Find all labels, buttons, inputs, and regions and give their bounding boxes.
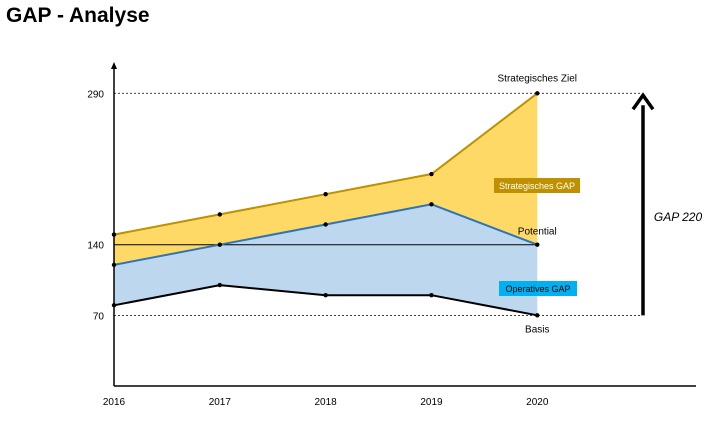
y-axis-arrowhead (111, 62, 117, 69)
operative-gap-label: Operatives GAP (505, 284, 570, 294)
x-tick-label: 2019 (420, 397, 443, 408)
x-tick-label: 2018 (315, 397, 338, 408)
total-gap-label: GAP 220 (654, 210, 703, 224)
data-point-potential (429, 202, 434, 207)
x-tick-label: 2020 (526, 397, 549, 408)
data-point-strategic-target (535, 91, 540, 96)
strategic-gap-box (494, 178, 580, 193)
x-tick-label: 2017 (209, 397, 232, 408)
operative-gap-area (114, 204, 538, 316)
data-point-strategic-target (323, 192, 328, 197)
strategic-gap-area (114, 93, 538, 265)
data-point-basis (323, 292, 328, 298)
y-tick-label: 140 (87, 241, 104, 252)
axes-layer: 70 140 290 2016 2017 2018 2019 2020 (87, 62, 696, 408)
series-label-basis: Basis (525, 324, 549, 335)
series-label-strategic-target: Strategisches Ziel (498, 73, 577, 84)
data-point-potential (323, 222, 328, 227)
strategic-gap-label: Strategisches GAP (499, 181, 575, 191)
data-point-basis (217, 282, 223, 288)
data-point-basis (535, 313, 540, 318)
operative-gap-box (499, 281, 577, 296)
series-label-potential: Potential (518, 227, 557, 238)
label-layer: Strategisches Ziel Potential Basis Strategi… (494, 73, 702, 335)
page-title: GAP - Analyse (6, 4, 150, 27)
data-point-strategic-target (217, 212, 223, 217)
reference-layer (114, 92, 642, 316)
area-layer (114, 93, 538, 316)
data-point-basis (429, 292, 434, 298)
gap-arrow-head (631, 92, 655, 111)
x-tick-label: 2016 (103, 397, 126, 408)
y-tick-label: 70 (93, 311, 105, 322)
data-point-strategic-target (429, 171, 434, 177)
data-point-potential (535, 242, 540, 247)
y-tick-label: 290 (87, 89, 104, 100)
data-point-potential (217, 242, 223, 247)
